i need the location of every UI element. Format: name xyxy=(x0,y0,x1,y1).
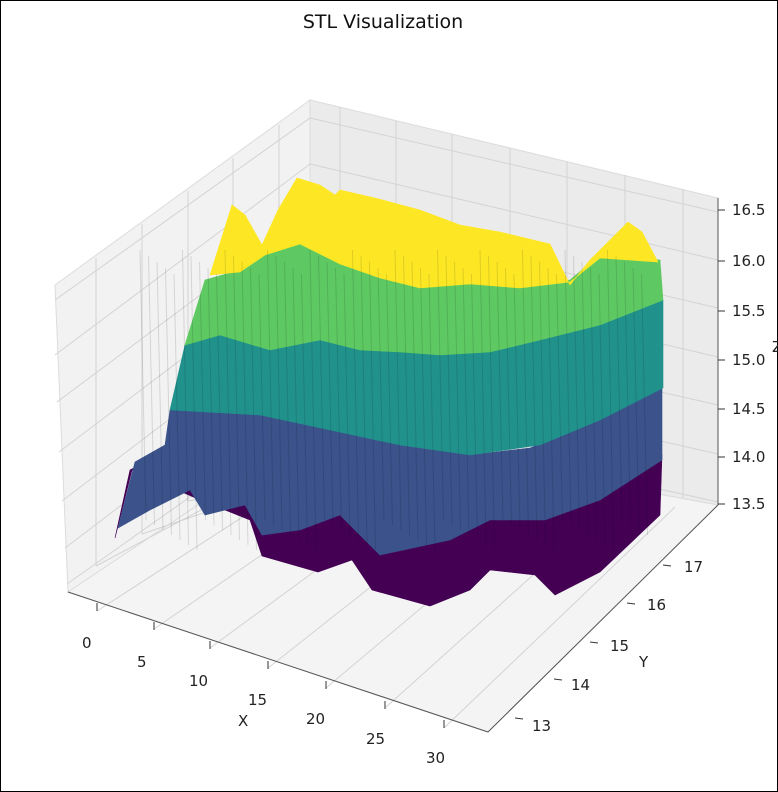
x-tick-label: 10 xyxy=(189,672,208,690)
mesh-facet-line xyxy=(403,255,410,536)
mesh-facet-line xyxy=(641,273,648,536)
z-tick-label: 16.5 xyxy=(732,201,765,219)
mesh-facet-line xyxy=(556,273,563,521)
mesh-facet-line xyxy=(148,255,155,526)
x-axis-label: X xyxy=(238,712,248,730)
mesh-facet-line xyxy=(326,261,334,526)
mesh-facet-line xyxy=(301,273,308,546)
mesh-facet-line xyxy=(505,267,512,526)
mesh-facet-line xyxy=(462,267,470,536)
mesh-facet-line xyxy=(496,261,504,521)
mesh-facet-line xyxy=(216,273,223,531)
mesh-facet-line xyxy=(386,273,393,526)
x-ticks xyxy=(96,603,445,728)
y-tick-label: 15 xyxy=(610,637,629,655)
y-axis-line xyxy=(487,504,719,733)
mesh-facet-line xyxy=(335,267,342,531)
mesh-facet-line xyxy=(250,267,257,551)
mesh-facet-line xyxy=(445,255,453,526)
mesh-facet-line xyxy=(173,273,181,541)
y-axis-label: Y xyxy=(638,653,649,671)
mesh-facet-line xyxy=(352,249,359,541)
z-tick-label: 16.0 xyxy=(732,252,765,270)
mesh-facet-line xyxy=(522,249,529,536)
mesh-facet-line xyxy=(292,267,300,541)
y-tick-label: 16 xyxy=(647,596,666,614)
mesh-facet-line xyxy=(564,249,572,526)
x-tick-label: 20 xyxy=(306,710,325,728)
axes: 0 5 10 15 20 25 30 X 13 14 15 16 17 Y xyxy=(67,198,778,767)
mesh-facet-line xyxy=(471,273,478,541)
mesh-facet-line xyxy=(573,255,580,531)
surface-band-5 xyxy=(209,177,659,289)
mesh-facet-line xyxy=(360,255,368,546)
y-ticks xyxy=(514,564,672,720)
mesh-facet-line xyxy=(428,273,436,551)
mesh-facet-line xyxy=(165,267,172,536)
mesh-facet-line xyxy=(284,261,291,536)
x-tick-label: 5 xyxy=(137,653,147,671)
z-tick-label: 13.5 xyxy=(732,495,765,513)
x-axis-line xyxy=(67,591,489,733)
mesh-facet-line xyxy=(547,267,555,551)
mesh-facet-line xyxy=(369,261,376,551)
mesh-facet-line xyxy=(156,261,164,531)
z-tick-label: 14.5 xyxy=(732,400,765,418)
mesh-facet-line xyxy=(598,273,606,546)
x-tick-label: 30 xyxy=(426,749,445,767)
mesh-facets xyxy=(139,249,648,551)
mesh-facet-line xyxy=(590,267,597,541)
mesh-facet-line xyxy=(581,261,589,536)
mesh-facet-line xyxy=(488,255,495,551)
mesh-facet-line xyxy=(233,255,240,541)
z-axis-label: Z xyxy=(772,338,778,356)
mesh-facet-line xyxy=(377,267,385,521)
mesh-facet-line xyxy=(539,261,546,546)
mesh-facet-line xyxy=(267,249,274,526)
y-tick-label: 17 xyxy=(684,558,703,576)
z-tick-label: 15.0 xyxy=(732,351,765,369)
mesh-facet-line xyxy=(632,267,640,531)
x-tick-label: 25 xyxy=(366,730,385,748)
mesh-facet-line xyxy=(224,249,232,536)
mesh-facet-line xyxy=(318,255,325,521)
mesh-facet-line xyxy=(530,255,538,541)
chart-title: STL Visualization xyxy=(302,11,464,33)
mesh-facet-line xyxy=(190,255,198,551)
x-tick-label: 15 xyxy=(248,691,267,709)
mesh-facet-line xyxy=(615,255,623,521)
mesh-facet-line xyxy=(411,261,419,541)
y-tick-label: 14 xyxy=(571,676,590,694)
mesh-facet-line xyxy=(258,273,266,521)
mesh-facet-line xyxy=(309,249,317,551)
z-tick-label: 14.0 xyxy=(732,448,765,466)
mesh-facet-line xyxy=(343,273,351,536)
x-tick-label: 0 xyxy=(82,634,92,652)
mesh-facet-line xyxy=(454,261,461,531)
mesh-facet-line xyxy=(139,249,147,521)
mesh-facet-line xyxy=(607,249,614,551)
surface-mesh xyxy=(114,177,664,607)
mesh-facet-line xyxy=(624,261,631,526)
mesh-facet-line xyxy=(241,261,249,546)
mesh-facet-line xyxy=(182,249,189,546)
mesh-facet-line xyxy=(275,255,283,531)
mesh-facet-line xyxy=(479,249,487,546)
z-ticks xyxy=(718,209,725,505)
y-tick-label: 13 xyxy=(532,717,551,735)
mesh-facet-line xyxy=(420,267,427,546)
mesh-facet-line xyxy=(199,261,206,521)
mesh-facet-line xyxy=(437,249,444,521)
mesh-facet-line xyxy=(394,249,402,531)
mesh-facet-line xyxy=(207,267,215,526)
mesh-facet-line xyxy=(513,273,521,531)
z-tick-label: 15.5 xyxy=(732,302,765,320)
